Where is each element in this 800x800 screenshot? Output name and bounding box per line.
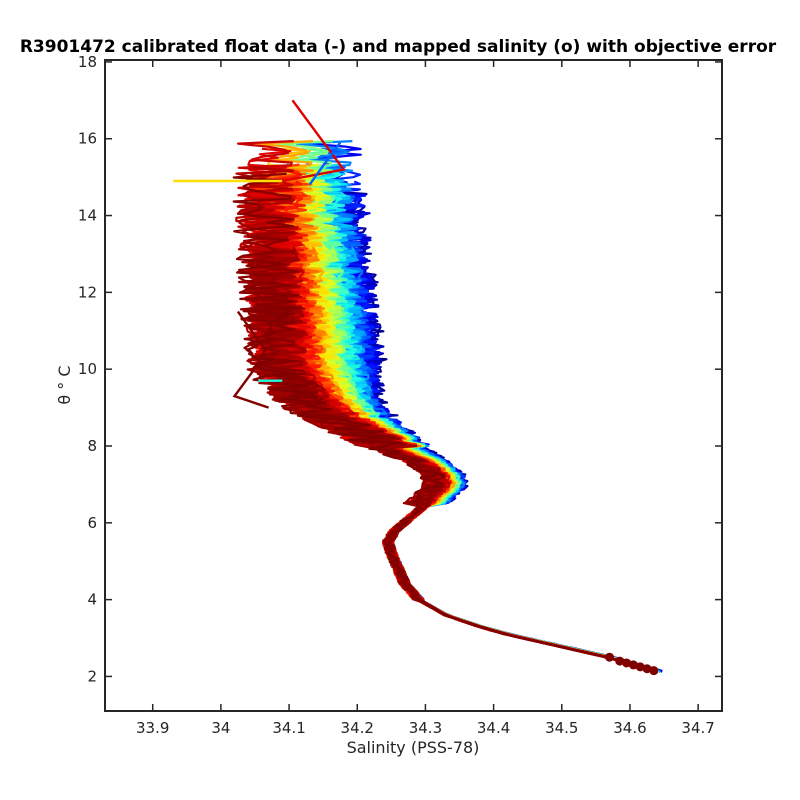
x-axis-ticks: 33.9 34 34.1 34.2 34.3 34.4 34.5 34.6 34.7 [136,60,715,737]
x-tick-label: 34.2 [341,719,374,737]
y-tick-label: 16 [78,130,97,148]
chart-title: R3901472 calibrated float data (-) and m… [20,37,777,57]
mapped-salinity-point [605,652,615,662]
plot-frame [104,59,723,712]
x-tick-label: 34.7 [681,719,714,737]
x-tick-label: 33.9 [136,719,169,737]
x-tick-label: 34 [211,719,230,737]
x-axis-label: Salinity (PSS-78) [347,738,480,757]
profile-line [245,305,636,667]
y-tick-label: 4 [87,591,97,609]
x-tick-label: 34.5 [545,719,578,737]
outlier-profile-line [282,99,346,183]
x-tick-label: 34.1 [272,719,305,737]
x-tick-label: 34.4 [477,719,510,737]
y-tick-label: 6 [87,514,97,532]
x-tick-label: 34.3 [409,719,442,737]
y-axis-ticks: 2 4 6 8 10 12 14 16 18 [78,53,722,685]
y-tick-label: 12 [78,283,97,301]
y-axis-label: θ ° C [55,365,74,404]
y-tick-label: 8 [87,437,97,455]
y-tick-label: 2 [87,667,97,685]
x-tick-label: 34.6 [613,719,646,737]
y-tick-label: 10 [78,360,97,378]
outlier-profile-line [232,310,269,409]
profiles-group [173,99,663,676]
y-tick-label: 18 [78,53,97,71]
outlier-profile-line [308,141,342,186]
y-tick-label: 14 [78,207,97,225]
plot-area [105,60,722,711]
mapped-salinity-point [615,656,625,666]
profile-line [232,172,656,673]
